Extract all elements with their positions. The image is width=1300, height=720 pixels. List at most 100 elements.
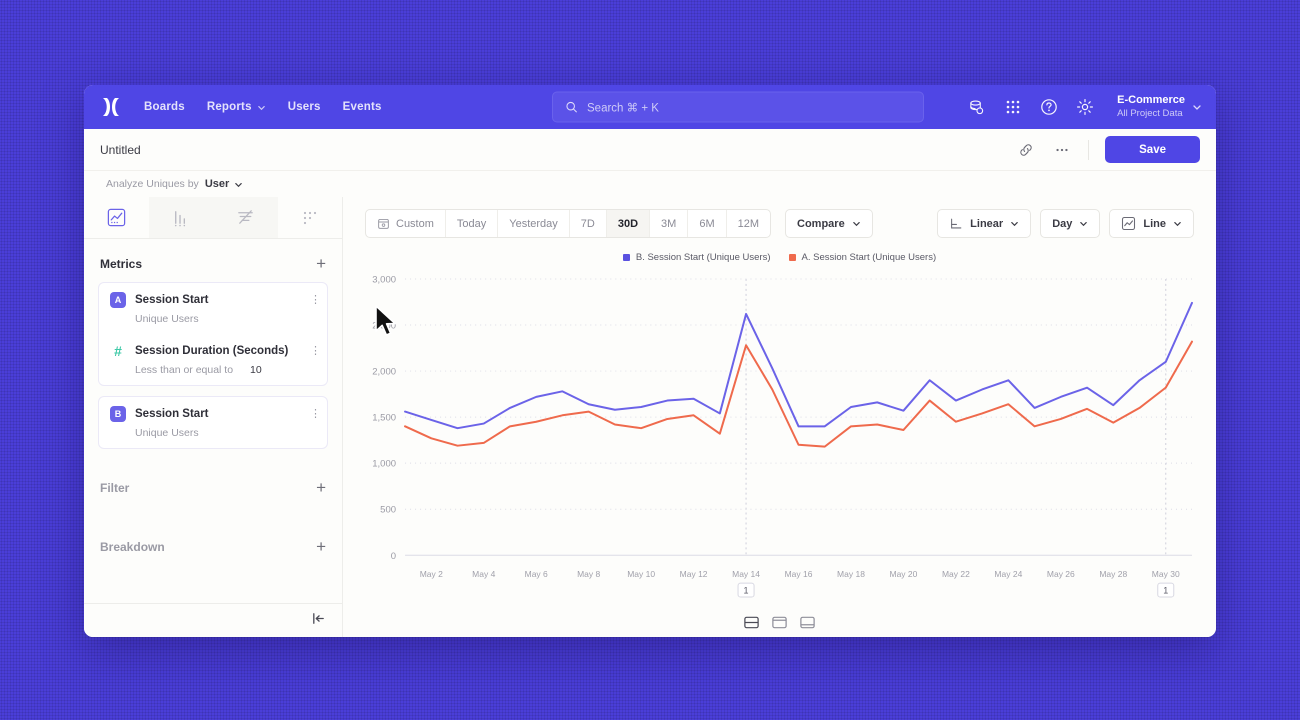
nav-label: Boards — [144, 101, 185, 113]
chart-area: Custom Today Yesterday 7D 30D 3M 6M 12M … — [343, 197, 1216, 637]
date-range-selector: Custom Today Yesterday 7D 30D 3M 6M 12M — [365, 209, 772, 238]
add-breakdown-button[interactable]: + — [316, 537, 326, 556]
scale-dropdown[interactable]: Linear — [937, 209, 1032, 238]
metric-menu-icon[interactable]: ⋮ — [309, 407, 321, 420]
config-panel: Metrics + A Session Start Unique Users ⋮… — [84, 197, 343, 637]
svg-text:0: 0 — [391, 551, 396, 562]
range-7d[interactable]: 7D — [570, 210, 607, 237]
chevron-down-icon — [1080, 222, 1088, 227]
metric-item-a[interactable]: A Session Start Unique Users ⋮ — [99, 283, 327, 334]
svg-text:May 20: May 20 — [890, 569, 918, 579]
svg-text:2,000: 2,000 — [372, 367, 396, 378]
svg-text:May 24: May 24 — [994, 569, 1022, 579]
line-chart-icon — [1122, 216, 1136, 231]
link-icon[interactable] — [1016, 140, 1036, 160]
compare-dropdown[interactable]: Compare — [785, 209, 873, 238]
metric-item-b[interactable]: B Session Start Unique Users ⋮ — [99, 397, 327, 448]
svg-text:1: 1 — [1163, 586, 1168, 596]
nav-links: Boards Reports Users Events — [144, 101, 382, 113]
analyze-value: User — [204, 178, 230, 190]
database-icon[interactable] — [967, 98, 986, 117]
collapse-panel-icon[interactable] — [311, 611, 326, 631]
ellipsis-icon[interactable] — [1052, 140, 1072, 160]
svg-text:500: 500 — [380, 505, 396, 516]
panel-tabs — [84, 197, 342, 239]
x-logo-icon[interactable] — [98, 94, 124, 120]
legend-swatch — [788, 254, 796, 261]
legend-label: B. Session Start (Unique Users) — [635, 252, 771, 263]
chart-legend: B. Session Start (Unique Users) A. Sessi… — [343, 252, 1216, 263]
range-label: 7D — [580, 217, 595, 230]
svg-text:May 16: May 16 — [785, 569, 813, 579]
divider — [1088, 139, 1090, 160]
chart-footer — [343, 607, 1216, 637]
range-label: 30D — [617, 217, 639, 230]
page-title[interactable]: Untitled — [100, 142, 141, 157]
metric-badge: A — [110, 292, 126, 308]
workspace: Metrics + A Session Start Unique Users ⋮… — [84, 197, 1216, 637]
charttype-dropdown[interactable]: Line — [1109, 209, 1194, 238]
metric-filter-duration[interactable]: # Session Duration (Seconds) Less than o… — [99, 334, 327, 385]
svg-text:May 8: May 8 — [577, 569, 600, 579]
nav-label: Reports — [206, 101, 252, 113]
legend-item-a[interactable]: A. Session Start (Unique Users) — [788, 252, 936, 263]
svg-text:May 12: May 12 — [680, 569, 708, 579]
range-30d[interactable]: 30D — [606, 210, 651, 237]
add-filter-button[interactable]: + — [316, 478, 326, 497]
help-circle-icon[interactable] — [1039, 98, 1058, 117]
metric-badge: B — [110, 406, 126, 422]
analyze-value-dropdown[interactable]: User — [205, 178, 243, 190]
metric-condition: Less than or equal to 10 — [135, 364, 317, 376]
top-navbar: Boards Reports Users Events Search ⌘ + K — [84, 85, 1216, 129]
metric-name: Session Duration (Seconds) — [135, 345, 289, 357]
granularity-dropdown[interactable]: Day — [1040, 209, 1101, 238]
svg-text:May 2: May 2 — [420, 569, 443, 579]
metric-header: # Session Duration (Seconds) — [110, 343, 317, 359]
scale-label: Linear — [970, 217, 1004, 230]
project-selector[interactable]: E-Commerce All Project Data — [1117, 94, 1202, 120]
grid-apps-icon[interactable] — [1003, 98, 1022, 117]
nav-item-reports[interactable]: Reports — [207, 101, 266, 113]
layout-split-icon[interactable] — [743, 614, 760, 631]
app-window: Boards Reports Users Events Search ⌘ + K — [84, 85, 1216, 637]
svg-text:May 14: May 14 — [732, 569, 760, 579]
range-6m[interactable]: 6M — [688, 210, 727, 237]
range-12m[interactable]: 12M — [727, 210, 770, 237]
add-metric-button[interactable]: + — [316, 254, 326, 273]
range-3m[interactable]: 3M — [650, 210, 689, 237]
metric-subtitle: Unique Users — [135, 427, 199, 439]
compare-label: Compare — [797, 217, 845, 230]
range-custom[interactable]: Custom — [366, 210, 446, 237]
tab-funnel[interactable] — [213, 197, 278, 238]
condition-operator: Less than or equal to — [135, 364, 234, 376]
metric-menu-icon[interactable]: ⋮ — [309, 344, 321, 357]
svg-text:3,000: 3,000 — [372, 274, 396, 285]
svg-text:May 10: May 10 — [627, 569, 655, 579]
line-chart-svg[interactable]: 0 500 1,000 1,500 2,000 2,500 3,000 May 2 May 4 M… — [359, 269, 1200, 607]
condition-value[interactable]: 10 — [250, 364, 262, 376]
range-label: Yesterday — [509, 217, 558, 230]
metric-menu-icon[interactable]: ⋮ — [309, 293, 321, 306]
chevron-down-icon — [852, 222, 860, 227]
save-button[interactable]: Save — [1105, 136, 1200, 163]
metric-header: B Session Start — [110, 406, 317, 422]
layout-top-icon[interactable] — [771, 614, 788, 631]
gear-icon[interactable] — [1075, 98, 1094, 117]
legend-item-b[interactable]: B. Session Start (Unique Users) — [622, 252, 771, 263]
range-today[interactable]: Today — [446, 210, 499, 237]
nav-item-events[interactable]: Events — [343, 101, 382, 113]
svg-text:2,500: 2,500 — [372, 321, 396, 332]
metric-name: Session Start — [135, 408, 209, 420]
layout-bottom-icon[interactable] — [799, 614, 816, 631]
tab-trends[interactable] — [84, 197, 149, 238]
tab-bar-chart[interactable] — [148, 197, 213, 238]
chevron-down-icon — [235, 182, 243, 187]
metric-name: Session Start — [135, 294, 209, 306]
tab-grid[interactable] — [278, 197, 343, 238]
nav-item-users[interactable]: Users — [288, 101, 321, 113]
range-yesterday[interactable]: Yesterday — [498, 210, 570, 237]
nav-item-boards[interactable]: Boards — [144, 101, 185, 113]
breakdown-section-header: Breakdown + — [84, 506, 342, 565]
chevron-down-icon — [1193, 105, 1201, 110]
search-input[interactable]: Search ⌘ + K — [552, 91, 924, 123]
